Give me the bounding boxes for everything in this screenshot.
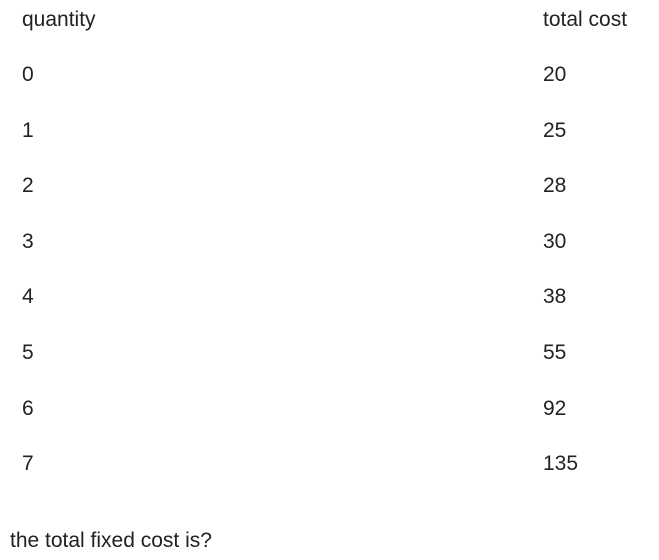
table-row: 2 28 bbox=[0, 172, 659, 228]
quantity-cell: 0 bbox=[22, 63, 34, 86]
quantity-cell: 2 bbox=[22, 174, 34, 198]
total-cost-cell: 55 bbox=[543, 340, 567, 364]
quantity-column-header: quantity bbox=[22, 8, 96, 31]
total-cost-cell: 25 bbox=[543, 118, 567, 142]
quantity-cell: 3 bbox=[22, 229, 34, 253]
table-row: 3 30 bbox=[0, 228, 659, 284]
total-cost-cell: 135 bbox=[543, 452, 579, 476]
table-row: 7 135 bbox=[0, 450, 659, 506]
table-body: 0 20 1 25 2 28 3 30 4 38 5 55 6 92 7 135 bbox=[0, 61, 659, 506]
quantity-cell: 1 bbox=[22, 118, 34, 142]
quantity-cell: 5 bbox=[22, 340, 34, 364]
total-cost-cell: 28 bbox=[543, 174, 567, 198]
question-text: the total fixed cost is? bbox=[10, 529, 212, 552]
table-row: 4 38 bbox=[0, 283, 659, 339]
table-row: 6 92 bbox=[0, 395, 659, 451]
total-cost-cell: 20 bbox=[543, 63, 567, 86]
quantity-cell: 7 bbox=[22, 452, 34, 476]
total-cost-cell: 38 bbox=[543, 285, 567, 309]
table-row: 0 20 bbox=[0, 61, 659, 117]
total-cost-column-header: total cost bbox=[543, 8, 628, 31]
quantity-cell: 6 bbox=[22, 396, 34, 420]
table-row: 5 55 bbox=[0, 339, 659, 395]
table-row: 1 25 bbox=[0, 117, 659, 173]
total-cost-cell: 30 bbox=[543, 229, 567, 253]
quantity-cell: 4 bbox=[22, 285, 34, 309]
total-cost-cell: 92 bbox=[543, 396, 567, 420]
